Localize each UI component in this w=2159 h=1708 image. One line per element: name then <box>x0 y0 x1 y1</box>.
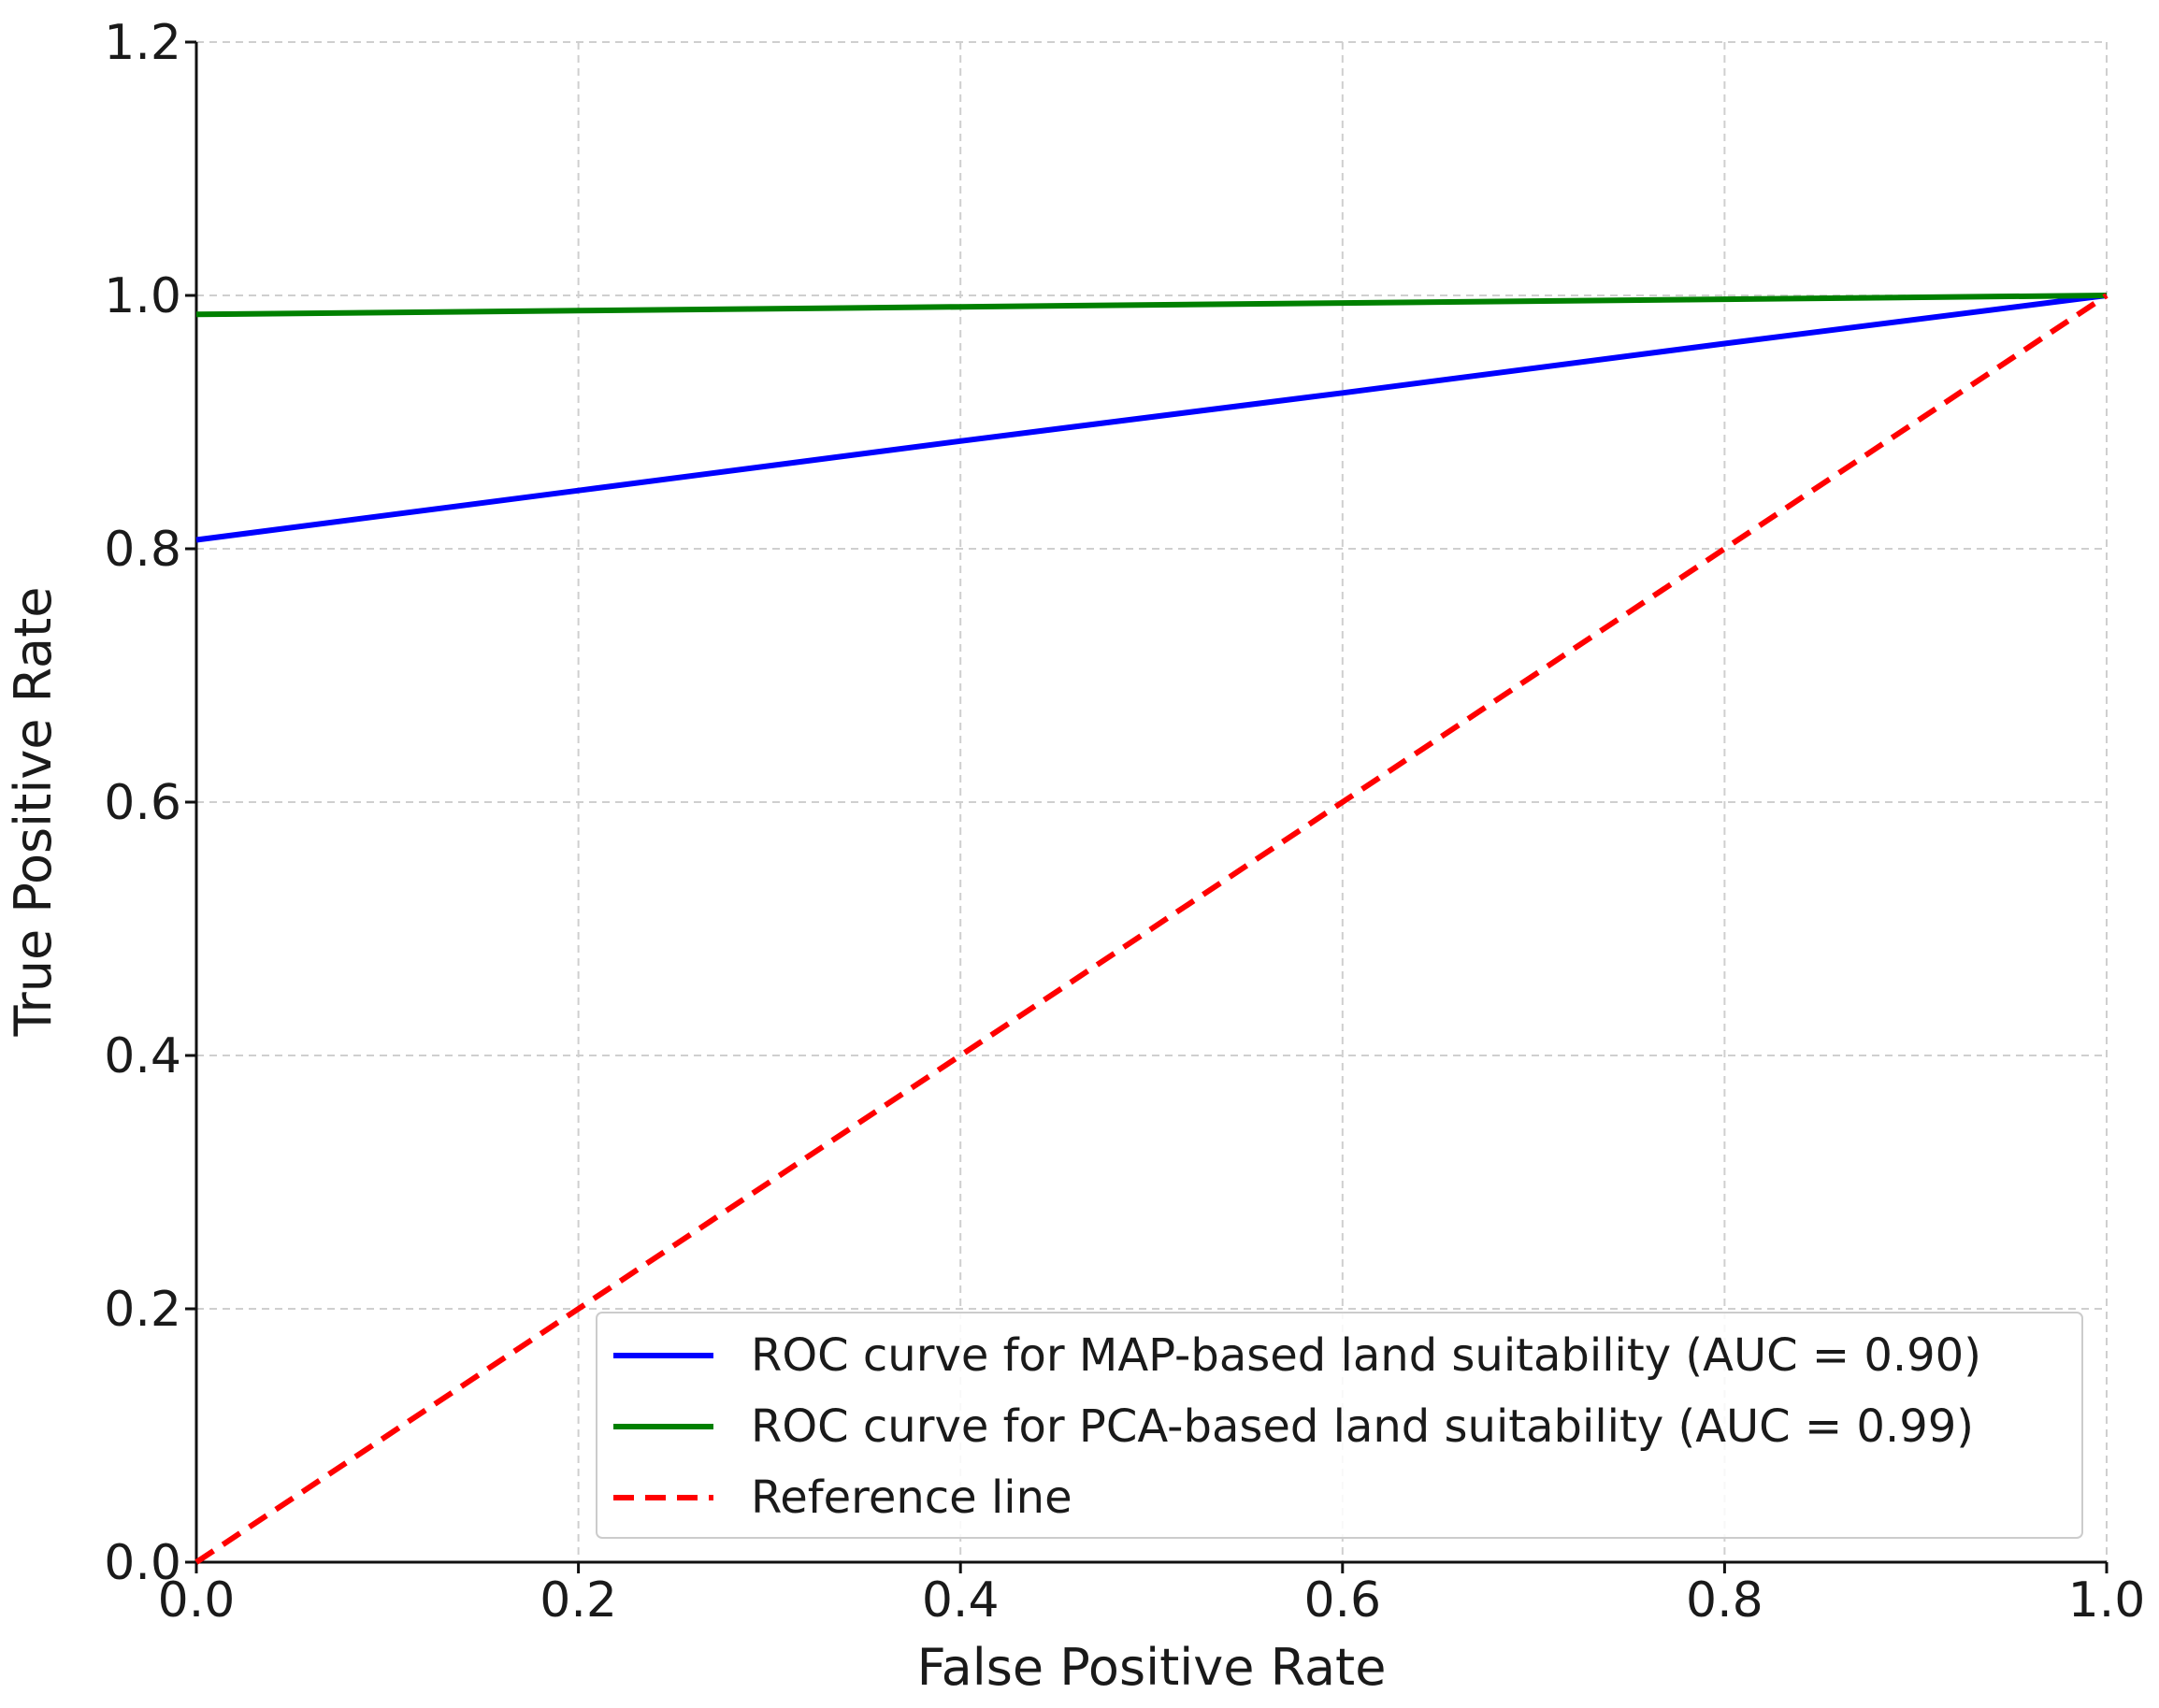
x-tick-label: 0.6 <box>1303 1572 1381 1629</box>
legend: ROC curve for MAP-based land suitability… <box>596 1312 2083 1539</box>
legend-box <box>596 1312 2083 1539</box>
series-lines <box>194 293 2109 1565</box>
x-tick-label: 0.0 <box>158 1572 236 1629</box>
legend-label-1: ROC curve for PCA-based land suitability… <box>751 1400 1974 1453</box>
x-tick-label: 0.8 <box>1686 1572 1763 1629</box>
x-tick-label: 0.4 <box>922 1572 1000 1629</box>
x-tick-label: 1.0 <box>2068 1572 2146 1629</box>
legend-label-2: Reference line <box>751 1471 1072 1524</box>
series-line-1 <box>195 293 2108 318</box>
x-tick-label: 0.2 <box>540 1572 617 1629</box>
y-tick-label: 0.2 <box>104 1282 181 1338</box>
y-tick-label: 1.0 <box>104 268 181 324</box>
grid <box>196 41 2108 1562</box>
series-line-2 <box>194 293 2109 1565</box>
x-axis-label: False Positive Rate <box>917 1638 1387 1697</box>
y-tick-label: 1.2 <box>104 15 181 71</box>
y-axis-label: True Positive Rate <box>4 586 63 1037</box>
y-tick-label: 0.4 <box>104 1028 181 1084</box>
y-tick-label: 0.0 <box>104 1535 181 1591</box>
series-line-0 <box>195 293 2108 543</box>
y-tick-label: 0.8 <box>104 522 181 578</box>
legend-label-0: ROC curve for MAP-based land suitability… <box>751 1329 1981 1382</box>
y-tick-label: 0.6 <box>104 775 181 831</box>
ticks: 0.0 0.2 0.4 0.6 0.8 1.0 0.0 0.2 0.4 0.6 0.8 1.0 1.2 <box>104 15 2145 1629</box>
